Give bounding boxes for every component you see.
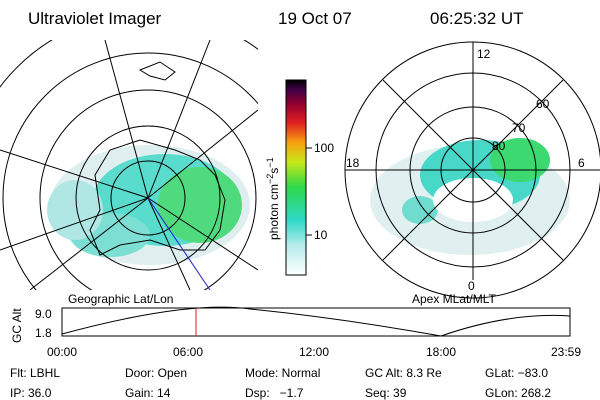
y-axis-label: GC Alt: [10, 308, 24, 343]
geographic-map: [0, 40, 258, 290]
status-field: Mode: Normal: [245, 366, 320, 380]
status-field: GC Alt: 8.3 Re: [365, 366, 442, 380]
status-field: Seq: 39: [365, 386, 407, 400]
x-tick-label: 06:00: [173, 345, 203, 359]
hour-label: 0: [468, 279, 475, 293]
status-field: GLat: −83.0: [485, 366, 548, 380]
colorbar: [285, 79, 307, 276]
footer: Flt: LBHL Door: Open Mode: Normal GC Alt: 8…: [10, 366, 551, 400]
date: 19 Oct 07: [278, 9, 352, 28]
status-field: Gain: 14: [125, 386, 171, 400]
colorbar-label: photon cm−2s−1: [265, 157, 281, 240]
hour-label: 12: [477, 47, 491, 61]
lat-label: 70: [512, 121, 526, 135]
x-tick-label: 00:00: [47, 345, 77, 359]
title: Ultraviolet Imager: [28, 9, 162, 28]
y-tick-label: 9.0: [35, 307, 52, 321]
x-tick-label: 18:00: [426, 345, 456, 359]
colorbar-tick: 10: [314, 228, 328, 242]
map-label: Apex MLat/MLT: [412, 292, 496, 306]
hour-label: 18: [346, 156, 360, 170]
altitude-plot: [61, 307, 571, 337]
status-field: Flt: LBHL: [10, 366, 60, 380]
map-label: Geographic Lat/Lon: [68, 292, 173, 306]
x-tick-label: 23:59: [551, 345, 581, 359]
status-field: Dsp: −1.7: [245, 386, 304, 400]
lat-label: 80: [492, 139, 506, 153]
hour-label: 6: [578, 156, 585, 170]
status-field: Door: Open: [125, 366, 187, 380]
status-field: GLon: 268.2: [485, 386, 551, 400]
y-tick-label: 1.8: [35, 326, 52, 340]
colorbar-tick: 100: [314, 141, 334, 155]
time: 06:25:32 UT: [430, 9, 524, 28]
lat-label: 60: [536, 97, 550, 111]
x-tick-label: 12:00: [299, 345, 329, 359]
status-field: IP: 36.0: [10, 386, 52, 400]
